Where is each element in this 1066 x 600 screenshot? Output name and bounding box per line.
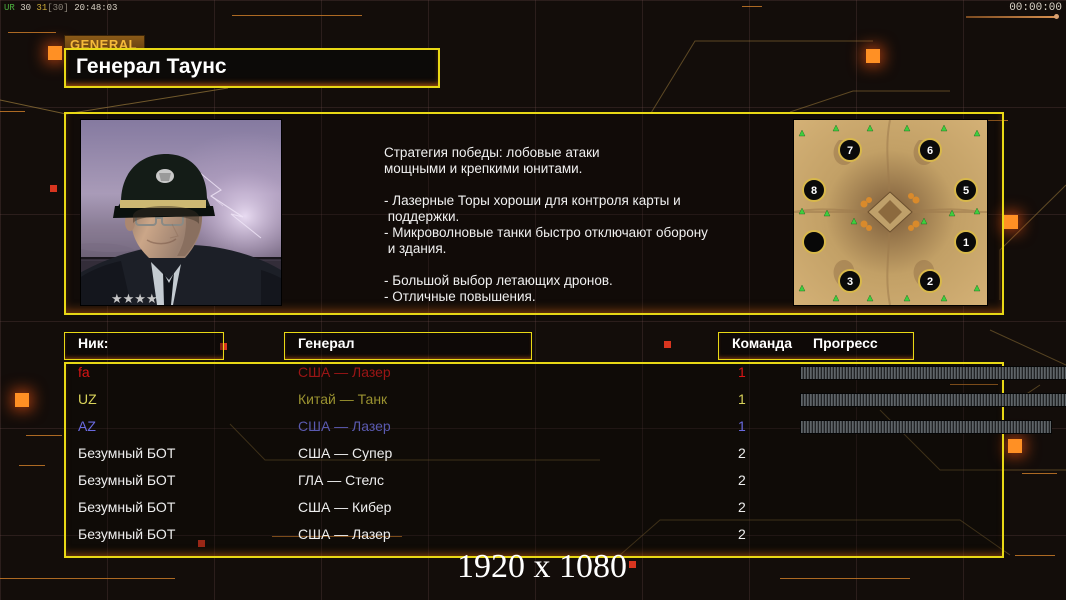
svg-text:★★★★: ★★★★ <box>111 291 158 305</box>
svg-text:6: 6 <box>927 145 933 157</box>
svg-text:5: 5 <box>963 185 969 197</box>
svg-text:1: 1 <box>963 237 969 249</box>
svg-text:7: 7 <box>847 145 853 157</box>
svg-text:2: 2 <box>927 276 933 288</box>
svg-text:3: 3 <box>847 276 853 288</box>
svg-text:8: 8 <box>811 185 817 197</box>
